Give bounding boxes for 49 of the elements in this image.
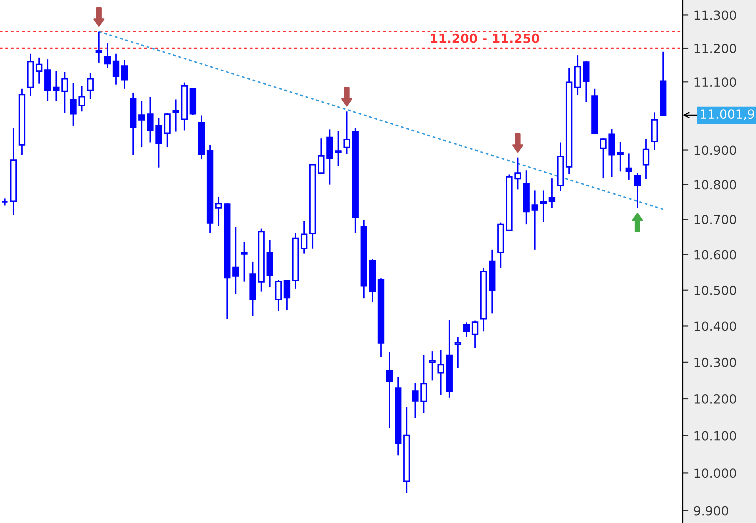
candlestick: [112, 53, 120, 86]
candlestick: [172, 99, 180, 132]
candlestick: [438, 349, 444, 396]
y-tick-label: 10.000: [694, 468, 736, 478]
y-tick-label: 10.900: [694, 146, 736, 156]
candlestick: [300, 220, 308, 254]
candlestick: [104, 42, 112, 69]
y-tick-label: 10.700: [694, 215, 736, 225]
y-tick-label: 10.600: [694, 250, 736, 260]
candlestick: [241, 241, 248, 283]
y-tick-label: 10.200: [694, 394, 736, 404]
candlestick: [87, 72, 94, 100]
candlestick: [44, 58, 52, 102]
candlestick: [651, 112, 658, 151]
candlestick: [284, 280, 291, 311]
candlestick: [642, 138, 650, 180]
candlestick: [344, 110, 350, 156]
candlestick: [275, 280, 282, 312]
candlestick: [386, 352, 394, 430]
y-tick-label: 11.200: [694, 44, 736, 54]
candlestick: [215, 196, 222, 228]
candlestick: [266, 239, 274, 288]
candlestick: [540, 190, 548, 224]
candlestick: [626, 153, 632, 181]
candlestick: [634, 172, 642, 209]
candlestick: [454, 336, 462, 369]
y-tick-label: 11.300: [694, 10, 736, 20]
candlestick: [138, 100, 146, 148]
ref-line-label: 11.200 - 11.250: [431, 34, 540, 44]
candlestick: [121, 60, 128, 90]
y-tick-label: 10.100: [694, 431, 736, 441]
candlestick: [36, 57, 43, 85]
candlestick: [96, 31, 103, 64]
candlestick: [472, 320, 479, 349]
candlestick: [574, 54, 582, 96]
y-tick-label: 10.500: [694, 286, 736, 296]
candlestick: [617, 141, 624, 172]
candlestick: [232, 226, 240, 295]
y-tick-label: 10.300: [694, 358, 736, 368]
y-tick-label: 10.800: [694, 180, 736, 190]
y-tick-label: 9.900: [694, 506, 728, 516]
y-tick-label: 10.400: [694, 322, 736, 332]
y-tick-label: 11.100: [694, 78, 736, 88]
text: 11.001,9: [701, 110, 754, 120]
candlestick: [463, 322, 470, 338]
candlestick: [429, 350, 436, 382]
candlestick: [583, 60, 590, 104]
candlestick: [548, 178, 556, 209]
candlestick: [532, 190, 538, 251]
